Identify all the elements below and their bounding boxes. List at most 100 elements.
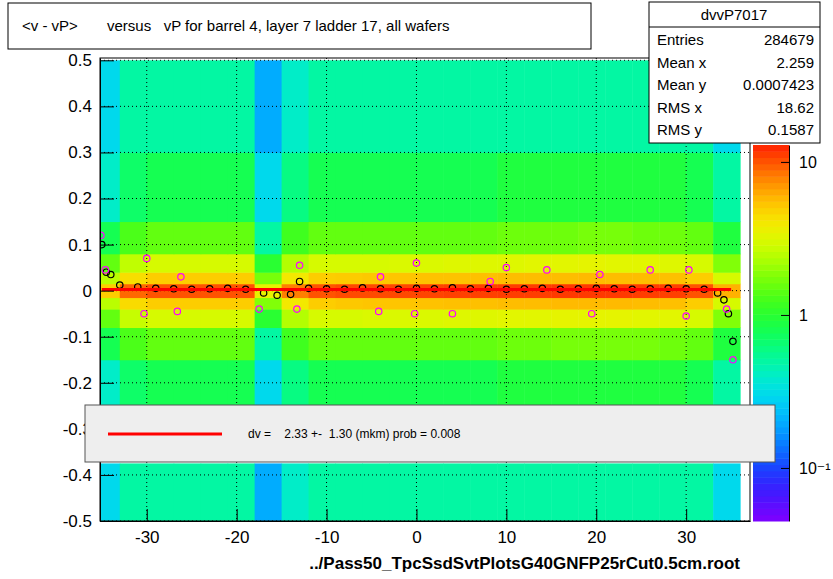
heatmap-cell xyxy=(100,254,120,273)
heatmap-cell xyxy=(255,152,282,222)
heatmap-cell xyxy=(363,152,390,222)
heatmap-cell xyxy=(659,309,686,328)
colorbar-step xyxy=(753,295,789,302)
colorbar-step xyxy=(753,233,789,240)
y-tick: 0.3 xyxy=(68,143,114,162)
heatmap-cell xyxy=(686,360,713,407)
heatmap-cell xyxy=(443,298,470,310)
y-tick: -0.1 xyxy=(63,328,114,347)
heatmap-cell xyxy=(309,463,336,521)
heatmap-cell xyxy=(174,272,201,284)
legend-swatch xyxy=(108,433,222,436)
fit-line xyxy=(102,288,731,291)
heatmap-cell xyxy=(201,222,228,255)
heatmap-cell xyxy=(605,463,632,521)
profile-point xyxy=(296,278,302,284)
heatmap-cell xyxy=(100,152,120,222)
colorbar xyxy=(753,145,789,522)
heatmap-cell xyxy=(228,463,255,521)
heatmap-cell xyxy=(309,152,336,222)
heatmap-cell xyxy=(282,254,309,273)
heatmap-cell xyxy=(336,272,363,284)
heatmap-cell xyxy=(228,328,255,361)
heatmap-cell xyxy=(120,328,147,361)
heatmap-cell xyxy=(282,463,309,521)
x-tick: -20 xyxy=(225,509,250,547)
heatmap-cell xyxy=(551,152,578,222)
heatmap-cell xyxy=(416,272,443,284)
heatmap-cell xyxy=(713,272,740,284)
colorbar-step xyxy=(753,245,789,252)
profile-point xyxy=(287,291,293,297)
y-tick: 0.2 xyxy=(68,189,114,208)
colorbar-step xyxy=(753,220,789,227)
y-tick-label: 0.3 xyxy=(68,143,92,162)
heatmap-cell xyxy=(309,222,336,255)
x-tick: 10 xyxy=(497,509,516,547)
axis-line xyxy=(101,521,751,522)
heatmap-cell xyxy=(443,360,470,407)
heatmap-cell xyxy=(336,463,363,521)
heatmap-cell xyxy=(120,152,147,222)
heatmap-cell xyxy=(605,298,632,310)
colorbar-step xyxy=(753,252,789,259)
heatmap-cell xyxy=(363,328,390,361)
heatmap-cell xyxy=(578,309,605,328)
heatmap-cell xyxy=(443,222,470,255)
stats-label: RMS y xyxy=(657,121,703,138)
stats-box: dvvP7017Entries284679Mean x2.259Mean y0.… xyxy=(649,2,820,143)
heatmap-cell xyxy=(363,272,390,284)
profile-point xyxy=(141,310,147,316)
heatmap-cell xyxy=(201,463,228,521)
heatmap-cell xyxy=(147,463,174,521)
heatmap-cell xyxy=(470,328,497,361)
profile-point xyxy=(294,306,300,312)
heatmap-cell xyxy=(497,222,524,255)
grid-line-y xyxy=(100,152,750,153)
colorbar-step xyxy=(753,333,789,340)
profile-point xyxy=(503,264,509,270)
colorbar-step xyxy=(753,289,789,296)
heatmap-cell xyxy=(282,272,309,284)
heatmap-cell xyxy=(659,152,686,222)
heatmap-cell xyxy=(389,328,416,361)
heatmap-cell xyxy=(497,272,524,284)
heatmap-cell xyxy=(524,152,551,222)
heatmap-cell xyxy=(309,309,336,328)
y-tick: 0.4 xyxy=(68,97,114,116)
legend-box xyxy=(85,405,775,462)
grid-line-y xyxy=(100,290,750,291)
colorbar-step xyxy=(753,465,789,472)
heatmap-cell xyxy=(282,328,309,361)
heatmap-cell xyxy=(659,254,686,273)
heatmap-cell xyxy=(100,60,120,153)
colorbar-step xyxy=(753,339,789,346)
y-tick: -0.5 xyxy=(63,512,114,531)
colorbar-step xyxy=(753,226,789,233)
heatmap-cell xyxy=(100,360,120,407)
heatmap-cell xyxy=(228,272,255,284)
z-tick-label: 1 xyxy=(799,307,808,324)
heatmap-cell xyxy=(578,272,605,284)
heatmap-cell xyxy=(632,309,659,328)
heatmap-cell xyxy=(416,463,443,521)
heatmap-cell xyxy=(100,463,120,521)
heatmap-cell xyxy=(578,254,605,273)
heatmap-cell xyxy=(174,463,201,521)
heatmap-cell xyxy=(632,298,659,310)
colorbar-step xyxy=(753,314,789,321)
y-tick-mark xyxy=(100,475,114,476)
heatmap-cell xyxy=(255,254,282,273)
z-tick-label: 10 xyxy=(799,154,817,171)
y-tick-label: 0.4 xyxy=(68,97,92,116)
heatmap-cell xyxy=(363,463,390,521)
colorbar-step xyxy=(753,176,789,183)
heatmap-cell xyxy=(659,328,686,361)
heatmap-cell xyxy=(470,222,497,255)
heatmap-cell xyxy=(255,463,282,521)
colorbar-step xyxy=(753,383,789,390)
heatmap-cell xyxy=(389,222,416,255)
y-tick: 0 xyxy=(83,282,114,301)
x-tick-label: 10 xyxy=(497,528,516,547)
heatmap-cell xyxy=(497,463,524,521)
